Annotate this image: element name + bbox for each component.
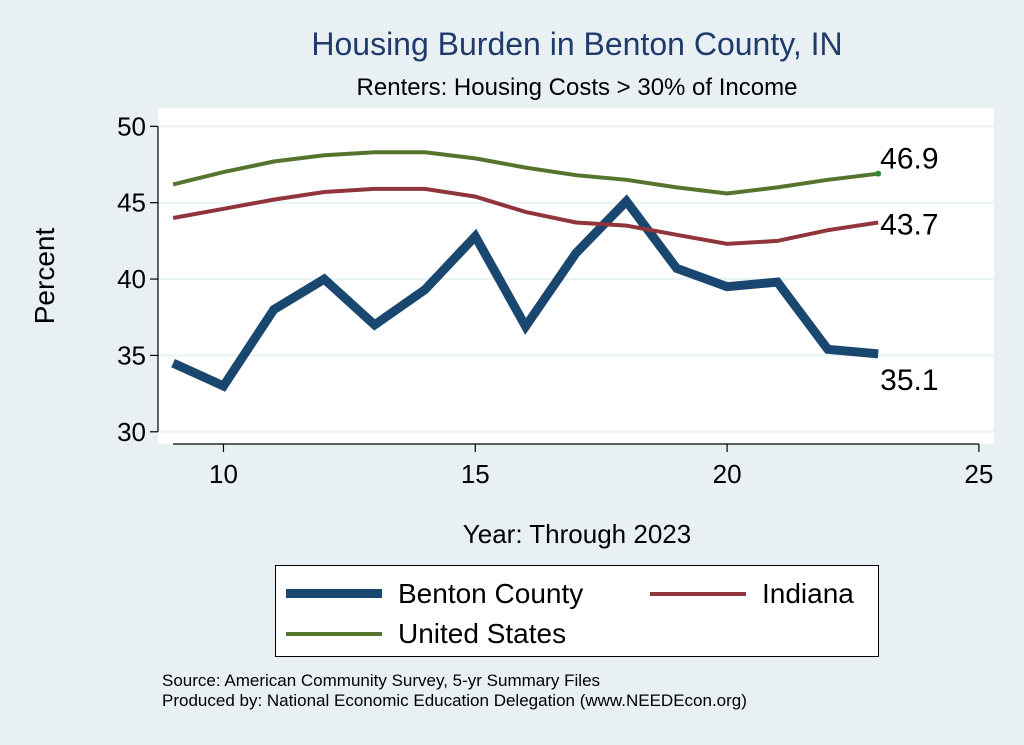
x-tick-label-20: 20: [713, 459, 742, 489]
series-line-benton-county: [171, 194, 879, 392]
y-tick-label-40: 40: [117, 264, 146, 294]
chart-title: Housing Burden in Benton County, IN: [311, 26, 843, 62]
y-tick-label-35: 35: [117, 340, 146, 370]
end-label-united-states: 46.9: [880, 143, 938, 176]
x-tick-label-25: 25: [964, 459, 993, 489]
legend-swatch-benton: [286, 589, 382, 598]
x-tick-label-15: 15: [461, 459, 490, 489]
legend-swatch-united-states: [286, 632, 382, 636]
y-tick-label-45: 45: [117, 188, 146, 218]
x-tick-label-10: 10: [209, 459, 238, 489]
legend-swatch-indiana: [650, 592, 746, 596]
end-marker-united-states: [875, 170, 882, 177]
chart-subtitle: Renters: Housing Costs > 30% of Income: [356, 74, 798, 101]
series-line-united-states: [172, 150, 879, 196]
end-label-benton-county: 35.1: [880, 364, 938, 397]
series-line-indiana: [172, 186, 879, 246]
chart-legend: Benton County Indiana United States: [275, 565, 879, 657]
legend-label-united-states: United States: [398, 618, 567, 649]
y-tick-label-30: 30: [117, 417, 146, 447]
produced-by-line: Produced by: National Economic Education…: [162, 691, 747, 710]
legend-label-indiana: Indiana: [762, 578, 854, 609]
y-axis-title: Percent: [29, 228, 60, 325]
source-note: Source: American Community Survey, 5-yr …: [162, 671, 747, 711]
y-tick-label-50: 50: [117, 111, 146, 141]
plot-area: [158, 108, 994, 444]
x-axis-title: Year: Through 2023: [463, 519, 691, 549]
source-line: Source: American Community Survey, 5-yr …: [162, 671, 601, 690]
legend-label-benton: Benton County: [398, 578, 584, 609]
end-label-indiana: 43.7: [880, 209, 938, 242]
